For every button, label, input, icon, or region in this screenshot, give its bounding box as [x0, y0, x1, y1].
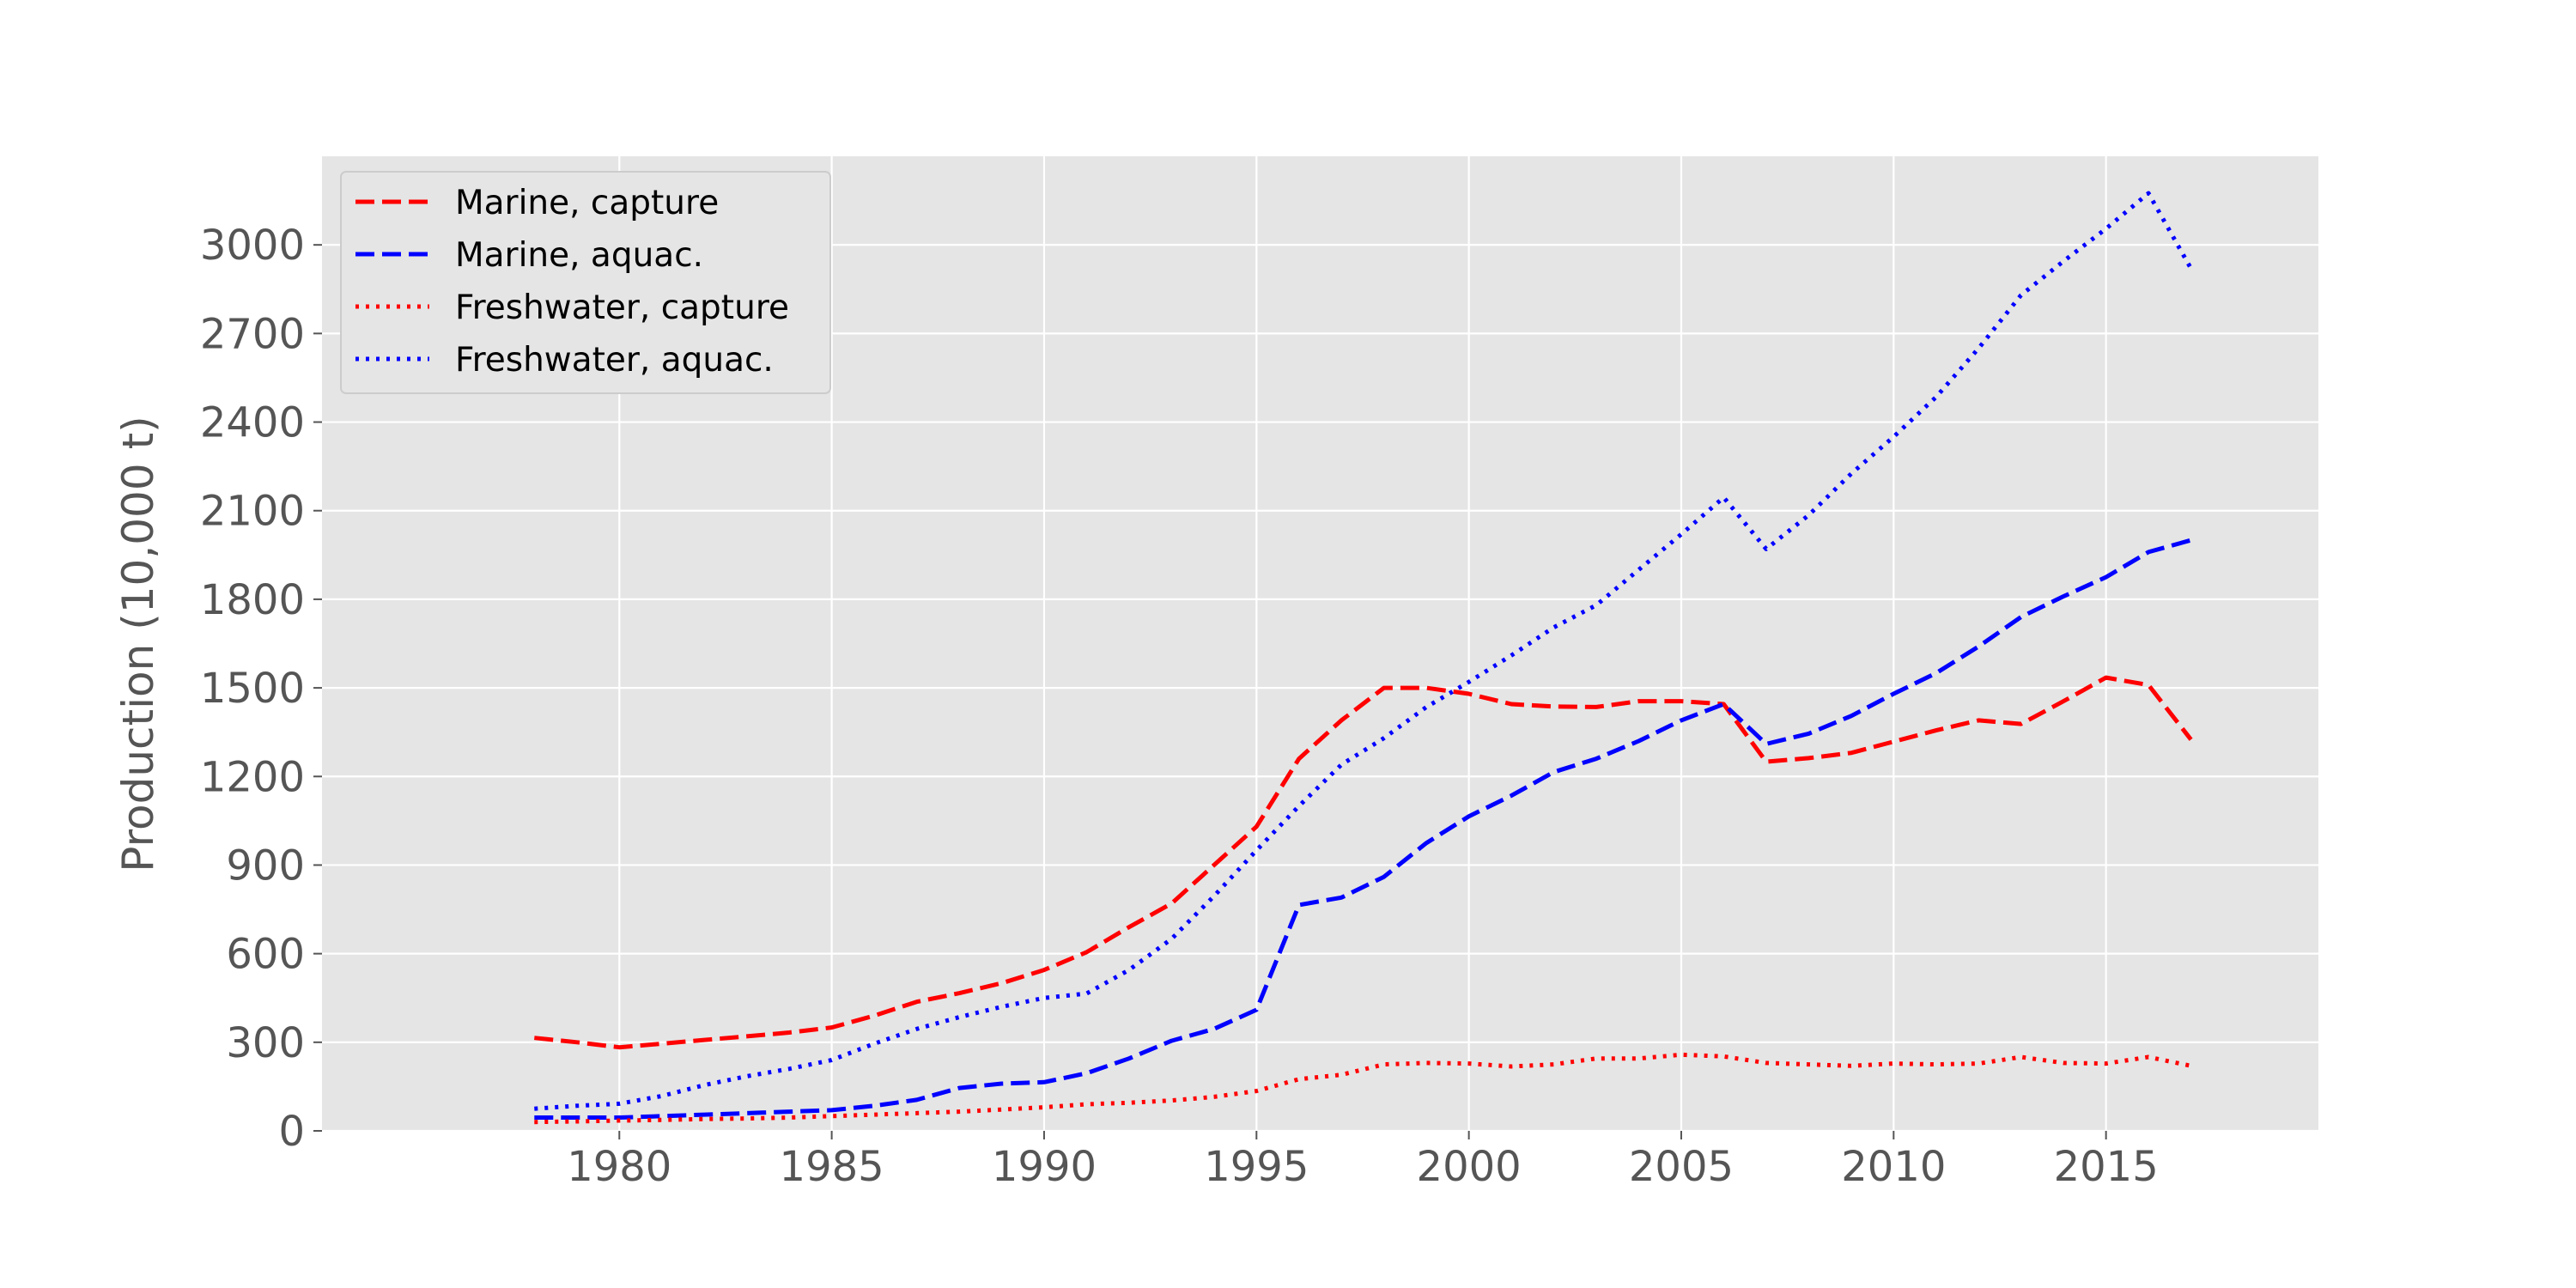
y-tick-label: 900 [226, 841, 305, 890]
x-tick-label: 2015 [2054, 1143, 2159, 1191]
y-tick-label: 1500 [200, 665, 305, 713]
legend-label: Marine, aquac. [455, 236, 703, 275]
y-tick-label: 1200 [200, 753, 305, 801]
series-lines [534, 191, 2193, 1125]
y-tick-label: 0 [278, 1108, 305, 1156]
y-axis-label: Production (10,000 t) [113, 416, 163, 872]
legend: Marine, capture Marine, aquac. Freshwater,… [340, 171, 831, 394]
y-tick-label: 2700 [200, 310, 305, 358]
ticks: 1980 1985 1990 1995 2000 2005 2010 2015 0 300 600 9… [200, 222, 2159, 1191]
y-tick-label: 600 [226, 931, 305, 979]
x-tick-label: 1985 [780, 1143, 884, 1191]
x-tick-label: 1980 [567, 1143, 671, 1191]
legend-label: Freshwater, aquac. [455, 341, 774, 380]
y-tick-label: 2100 [200, 488, 305, 536]
x-tick-label: 1995 [1204, 1143, 1309, 1191]
x-tick-label: 1990 [992, 1143, 1097, 1191]
legend-label: Freshwater, capture [455, 289, 789, 327]
series-line-4 [534, 191, 2193, 1111]
y-tick-label: 2400 [200, 399, 305, 447]
x-tick-label: 2000 [1417, 1143, 1522, 1191]
legend-label: Marine, capture [455, 184, 719, 222]
x-tick-label: 2005 [1629, 1143, 1734, 1191]
grid [322, 156, 2318, 1133]
series-line-1 [534, 675, 2193, 1050]
y-tick-label: 1800 [200, 576, 305, 624]
series-line-2 [534, 538, 2192, 1120]
y-tick-label: 3000 [200, 222, 305, 270]
x-tick-label: 2010 [1841, 1143, 1946, 1191]
legend-box [340, 171, 831, 394]
y-tick-label: 300 [226, 1019, 305, 1067]
